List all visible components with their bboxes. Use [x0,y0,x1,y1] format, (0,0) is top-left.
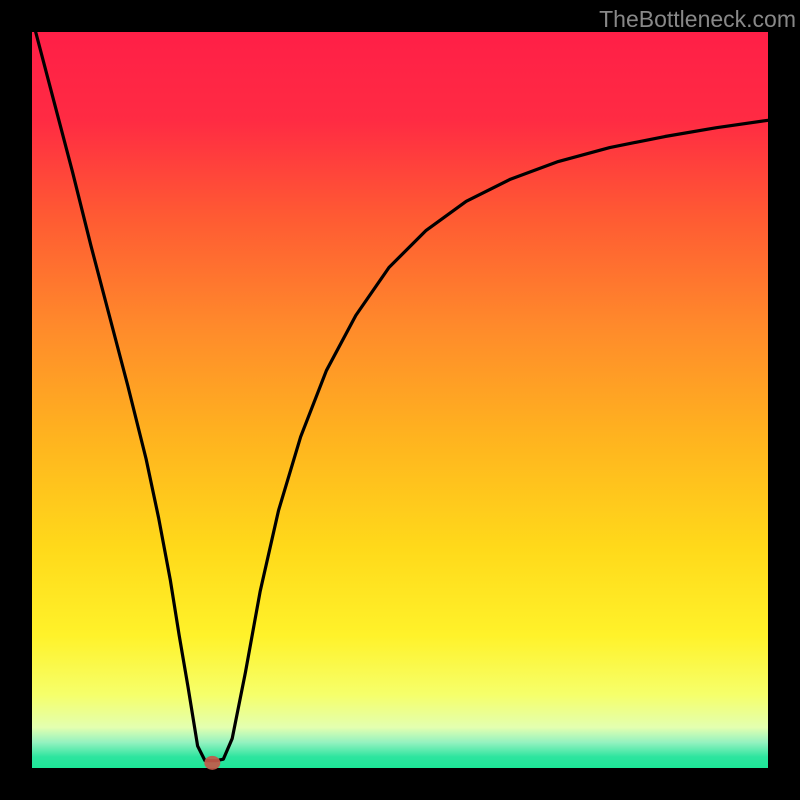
optimal-point-marker [204,756,220,770]
plot-area [32,32,768,768]
watermark-text: TheBottleneck.com [599,6,796,33]
bottleneck-curve [36,32,768,761]
chart-svg [32,32,768,768]
